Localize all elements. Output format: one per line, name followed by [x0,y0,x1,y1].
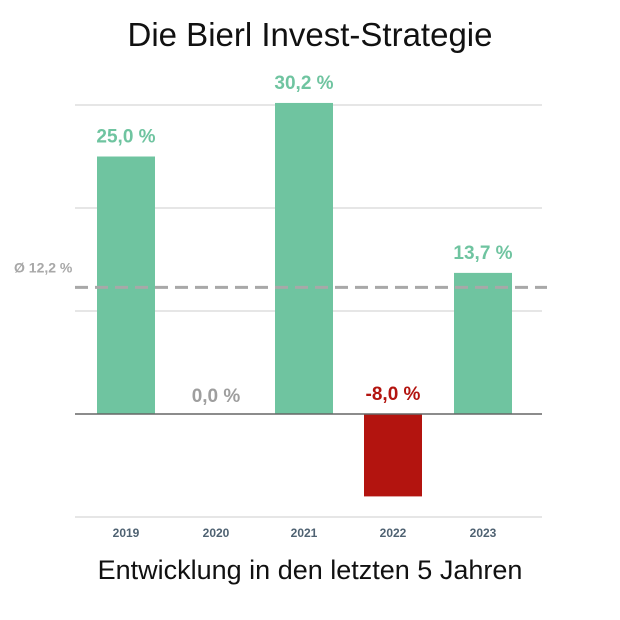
x-tick-label: 2021 [291,526,318,540]
x-tick-label: 2023 [470,526,497,540]
x-tick-label: 2020 [203,526,230,540]
bar [364,414,422,497]
bar [275,102,333,414]
average-label: Ø 12,2 % [14,259,73,275]
bar [454,272,512,414]
bar [97,156,155,414]
x-tick-label: 2022 [380,526,407,540]
x-tick-label: 2019 [113,526,140,540]
chart-title: Die Bierl Invest-Strategie [127,16,493,53]
data-label: 13,7 % [453,243,512,264]
data-label: -8,0 % [366,384,421,405]
data-label: 0,0 % [192,386,241,407]
chart-subtitle: Entwicklung in den letzten 5 Jahren [97,555,523,585]
data-label: 30,2 % [274,73,333,94]
data-label: 25,0 % [96,127,155,148]
